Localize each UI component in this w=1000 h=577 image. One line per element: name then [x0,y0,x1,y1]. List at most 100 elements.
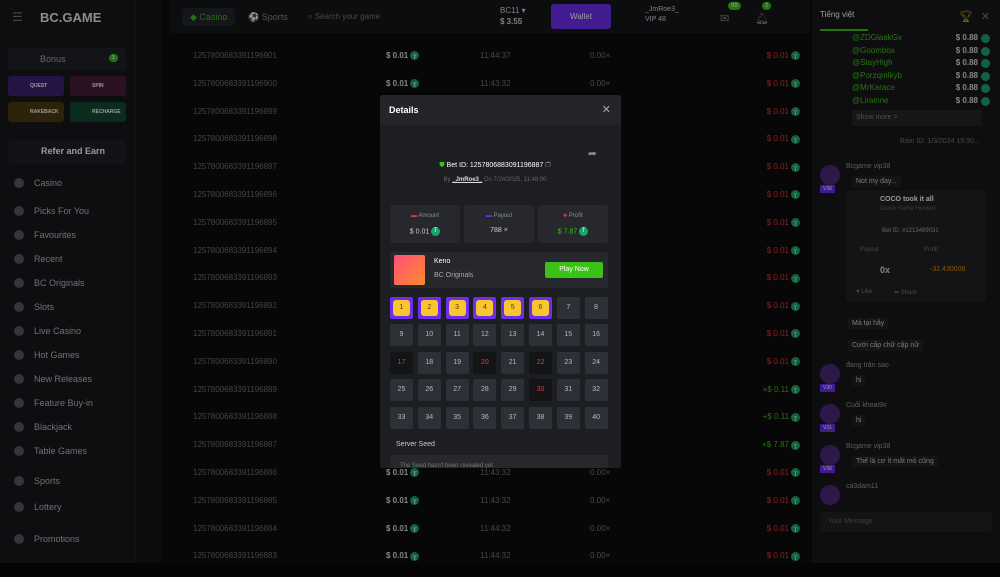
keno-thumbnail[interactable] [394,255,425,285]
bet-id[interactable]: 1257800683391196901 [193,51,277,60]
avatar[interactable] [820,404,840,424]
close-icon[interactable]: ✕ [601,104,611,116]
avatar[interactable] [820,165,840,185]
sidebar-item-icon [14,534,24,544]
bet-id[interactable]: 1257800683391196890 [193,356,277,366]
bet-profit: $ 0.01 T [767,160,800,174]
sidebar-item[interactable]: Picks For You [14,206,126,216]
payout-icon: ▬ [485,213,492,219]
quest-button[interactable]: QUEST [8,76,64,96]
tab-sports[interactable]: ⚽ Sports [248,12,288,22]
search-input[interactable]: ⌕ Search your game [308,12,381,21]
usdt-icon: T [791,162,800,173]
balance-selector[interactable]: BC11 ▾ $ 3.55 [500,6,526,26]
winner-name[interactable]: @MrKarace [852,83,895,92]
sidebar-item[interactable]: Lottery [14,502,126,512]
sidebar-item[interactable]: Slots [14,302,126,312]
bet-id[interactable]: 1257800683391196897 [193,162,277,172]
bet-row[interactable]: 1257800683391196884 $ 0.01 T 11:44:32 0.00× $… [180,522,810,550]
sidebar-item[interactable]: Table Games [14,446,126,456]
bet-id[interactable]: 1257800683391196892 [193,301,277,311]
play-now-button[interactable]: Play Now [545,262,603,278]
winner-name[interactable]: @Porzqmlkyb [852,70,902,80]
bet-id[interactable]: 1257800683391196884 [193,523,277,533]
sidebar-item[interactable]: Promotions [14,534,126,544]
sidebar-item[interactable]: Live Casino [14,326,126,336]
message-input[interactable]: Your Message [820,512,992,532]
trophy-icon[interactable]: 🏆︎ [959,11,973,23]
avatar[interactable] [820,445,840,465]
bet-user-link[interactable]: _JmRoe3_ [452,177,483,183]
bell-icon[interactable]: 🔔︎ [755,13,769,25]
bet-row[interactable]: 1257800683391196883 $ 0.01 T 11:44:32 0.00× $… [180,549,810,577]
tab-casino[interactable]: ◆ Casino [182,8,236,26]
bet-row[interactable]: 1257800683391196885 $ 0.01 T 11:43:32 0.00× $… [180,494,810,522]
show-more-button[interactable]: Show more > [852,110,982,126]
winner-name[interactable]: @StayHigh [852,58,893,67]
menu-icon[interactable]: ☰ [12,10,23,24]
mail-icon[interactable]: ✉ [720,13,730,25]
message-user[interactable]: Cuối khoai9x [846,402,887,409]
bet-id[interactable]: 1257800683391196900 [193,78,277,88]
bet-id[interactable]: 1257800683391196895 [193,217,277,227]
wallet-button[interactable]: Wallet [551,4,611,29]
bet-id[interactable]: 1257800683391196898 [193,134,277,144]
bet-id[interactable]: 1257800683391196893 [193,273,277,283]
share-icon[interactable]: ➦ [587,148,597,160]
rakeback-button[interactable]: RAKEBACK [8,102,64,122]
avatar[interactable] [820,485,840,505]
card-payout: 0x [880,265,891,275]
bet-time: 11:43:32 [480,495,511,505]
user-profile[interactable]: _JmRoe3_ VIP 48 [645,5,679,25]
message-user[interactable]: đang trận sao [846,362,889,369]
sidebar-item[interactable]: Feature Buy-in [14,398,126,408]
bet-row[interactable]: 1257800683391196886 $ 0.01 T 11:43:32 0.00× $… [180,466,810,494]
bonus-button[interactable]: Bonus 1 [8,48,126,70]
sidebar-item[interactable]: Hot Games [14,350,126,360]
spin-button[interactable]: SPIN [70,76,126,96]
bet-id[interactable]: 1257800683391196894 [193,245,277,255]
bet-id[interactable]: 1257800683391196885 [193,495,277,505]
sidebar-item-icon [14,254,24,264]
vip-level: VIP 48 [645,16,666,23]
message-user[interactable]: Bcgame vip38 [846,163,891,170]
bet-id[interactable]: 1257800683391196899 [193,106,277,116]
bet-row[interactable]: 1257800683391196900 $ 0.01 T 11:43:32 0.00× $… [180,77,810,105]
bet-id[interactable]: 1257800683391196887 [193,440,277,450]
bet-id[interactable]: 1257800683391196891 [193,329,277,338]
shared-bet-card[interactable]: COCO took it all Crash Game Hunted Bet I… [846,190,986,302]
like-button[interactable]: ♥ Like [856,289,873,295]
sidebar-item[interactable]: Blackjack [14,422,126,432]
sidebar-item[interactable]: BC Originals [14,278,126,288]
keno-cell: 26 [417,379,441,402]
profit-text: $ 0.01 [766,190,789,199]
keno-cell: 19 [445,351,469,374]
bet-id[interactable]: 1257800683391196888 [193,412,277,422]
close-chat-icon[interactable]: ✕ [980,11,990,23]
modal-backdrop[interactable]: ☰ BC.GAME Bonus 1 QUEST SPIN RAKEBACK RE… [0,0,1000,563]
sidebar-item[interactable]: Casino [14,178,126,188]
winner-name[interactable]: @ZDGlaakGx [852,33,902,42]
bet-row[interactable]: 1257800683391196901 $ 0.01 T 11:44:37 0.00× $… [180,49,810,77]
sidebar-item[interactable]: Recent [14,254,126,264]
recharge-button[interactable]: RECHARGE [70,102,126,122]
sidebar-item[interactable]: Favourites [14,230,126,240]
language-tab[interactable]: Tiếng việt [820,10,868,31]
avatar[interactable] [820,364,840,384]
bet-id[interactable]: 1257800683391196883 [193,551,277,561]
message-user[interactable]: cá3dam11 [846,483,879,490]
sidebar-item[interactable]: Sports [14,476,126,486]
refer-and-earn-button[interactable]: Refer and Earn [8,140,126,164]
message-user[interactable]: Bcgame vip38 [846,443,891,450]
bet-id[interactable]: 1257800683391196886 [193,468,277,477]
modal-title: Details [380,95,621,125]
sidebar-item[interactable]: New Releases [14,374,126,384]
copy-icon[interactable]: ❐ [545,162,551,169]
bet-id[interactable]: 1257800683391196896 [193,190,277,199]
winner-name[interactable]: @Lirainne [852,95,889,105]
winner-name[interactable]: @Goombox [852,45,895,55]
logo[interactable]: BC.GAME [40,10,102,25]
sidebar-item-label: Table Games [34,446,88,456]
share-button[interactable]: ➦ Share [894,290,917,296]
bet-id[interactable]: 1257800683391196889 [193,384,277,394]
